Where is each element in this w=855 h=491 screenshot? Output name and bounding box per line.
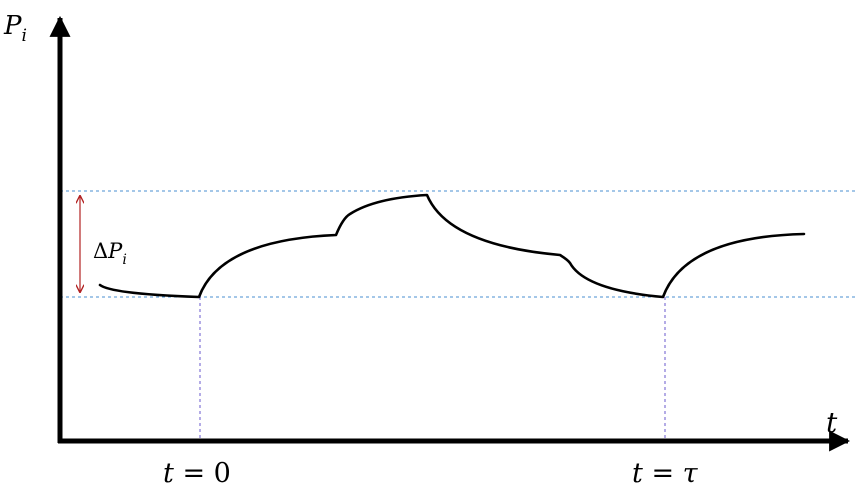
pressure-curve [98, 193, 806, 299]
y-axis-label: Pi [3, 11, 27, 46]
start-time-label: t = 0 [163, 458, 231, 489]
x-axis-label: t [826, 406, 838, 439]
period-time-label: t = τ [632, 458, 699, 489]
delta-label: ΔPi [93, 239, 127, 268]
